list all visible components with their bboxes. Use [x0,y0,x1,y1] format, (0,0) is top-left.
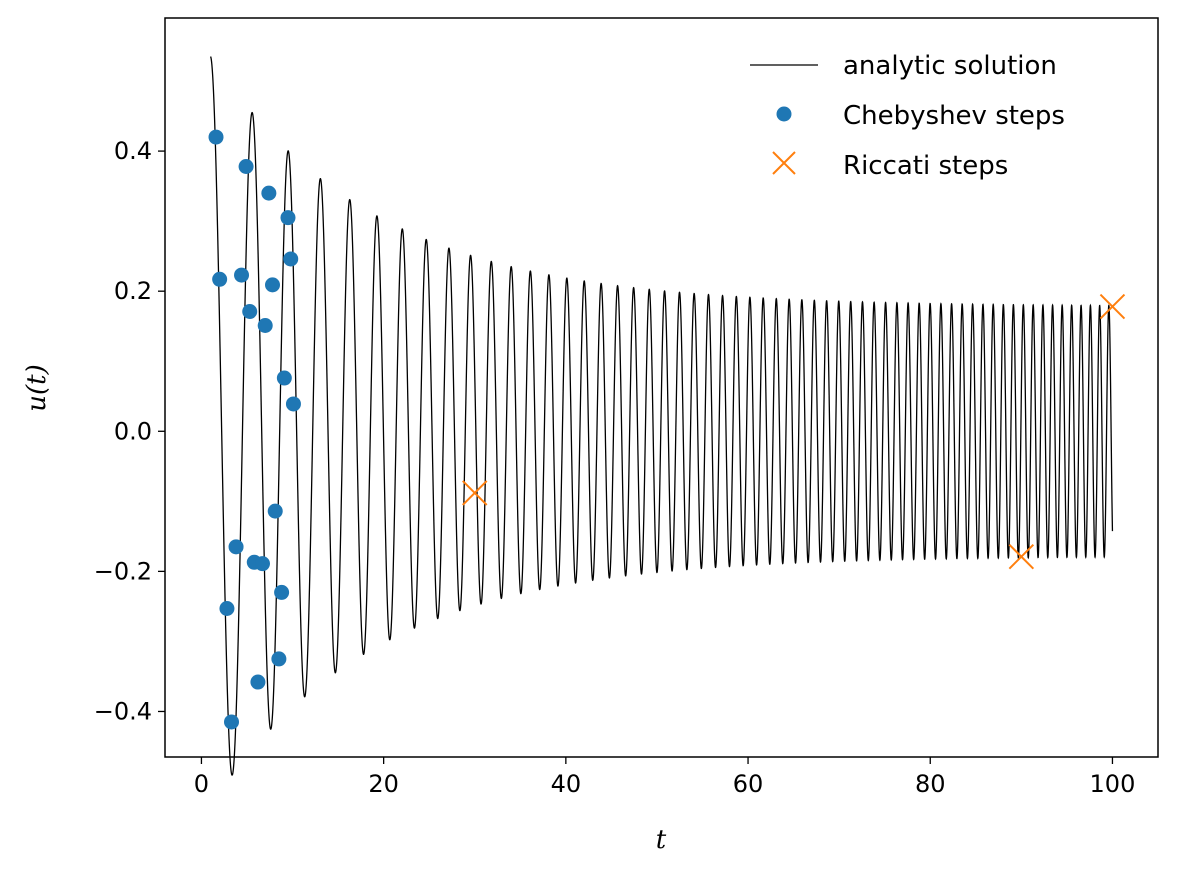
legend-label-riccati: Riccati steps [843,151,1008,181]
y-tick-label: 0.4 [114,137,152,165]
legend-label-analytic: analytic solution [843,51,1057,81]
legend: analytic solution Chebyshev steps Riccat… [750,51,1065,181]
axes-frame [164,17,1159,758]
y-tick-label: 0.0 [114,417,152,445]
y-tick-label: 0.2 [114,277,152,305]
riccati-step-point [462,480,488,506]
y-tick-label: −0.4 [94,697,152,725]
x-tick-label: 100 [1090,770,1136,798]
chebyshev-step-point [228,539,244,555]
x-tick-label: 0 [194,770,209,798]
chebyshev-step-point [224,714,240,730]
analytic-solution-line [209,56,1114,776]
legend-label-chebyshev: Chebyshev steps [843,101,1065,131]
y-tick-label: −0.2 [94,557,152,585]
chebyshev-step-point [234,267,250,283]
x-tick-label: 20 [368,770,399,798]
plot-area [208,56,1126,776]
chebyshev-step-point [285,396,301,412]
chebyshev-step-point [254,556,270,572]
chebyshev-step-point [242,303,258,319]
chebyshev-step-point [261,185,277,201]
chebyshev-step-point [238,159,254,175]
chebyshev-step-point [264,277,280,293]
x-tick-label: 80 [915,770,946,798]
y-axis-label: u(t) [22,364,52,411]
chebyshev-step-point [283,251,299,267]
legend-dot-marker [776,106,792,122]
chebyshev-step-point [276,370,292,386]
chebyshev-step-point [250,674,266,690]
chebyshev-step-point [274,584,290,600]
x-tick-label: 40 [551,770,582,798]
chebyshev-step-point [208,129,224,145]
chebyshev-step-point [257,318,273,334]
x-axis-label: t [656,825,667,855]
riccati-step-point [1008,543,1035,570]
legend-x-marker [772,151,796,175]
axis-ticks: 0 20 40 60 80 100 −0.4 −0.2 0.0 0.2 0.4 [94,137,1136,798]
chebyshev-step-point [212,271,228,287]
chebyshev-step-point [271,651,287,667]
riccati-step-point [1099,293,1126,320]
chebyshev-step-point [219,600,235,616]
x-tick-label: 60 [733,770,764,798]
chebyshev-step-point [280,210,296,226]
chebyshev-step-point [267,503,283,519]
